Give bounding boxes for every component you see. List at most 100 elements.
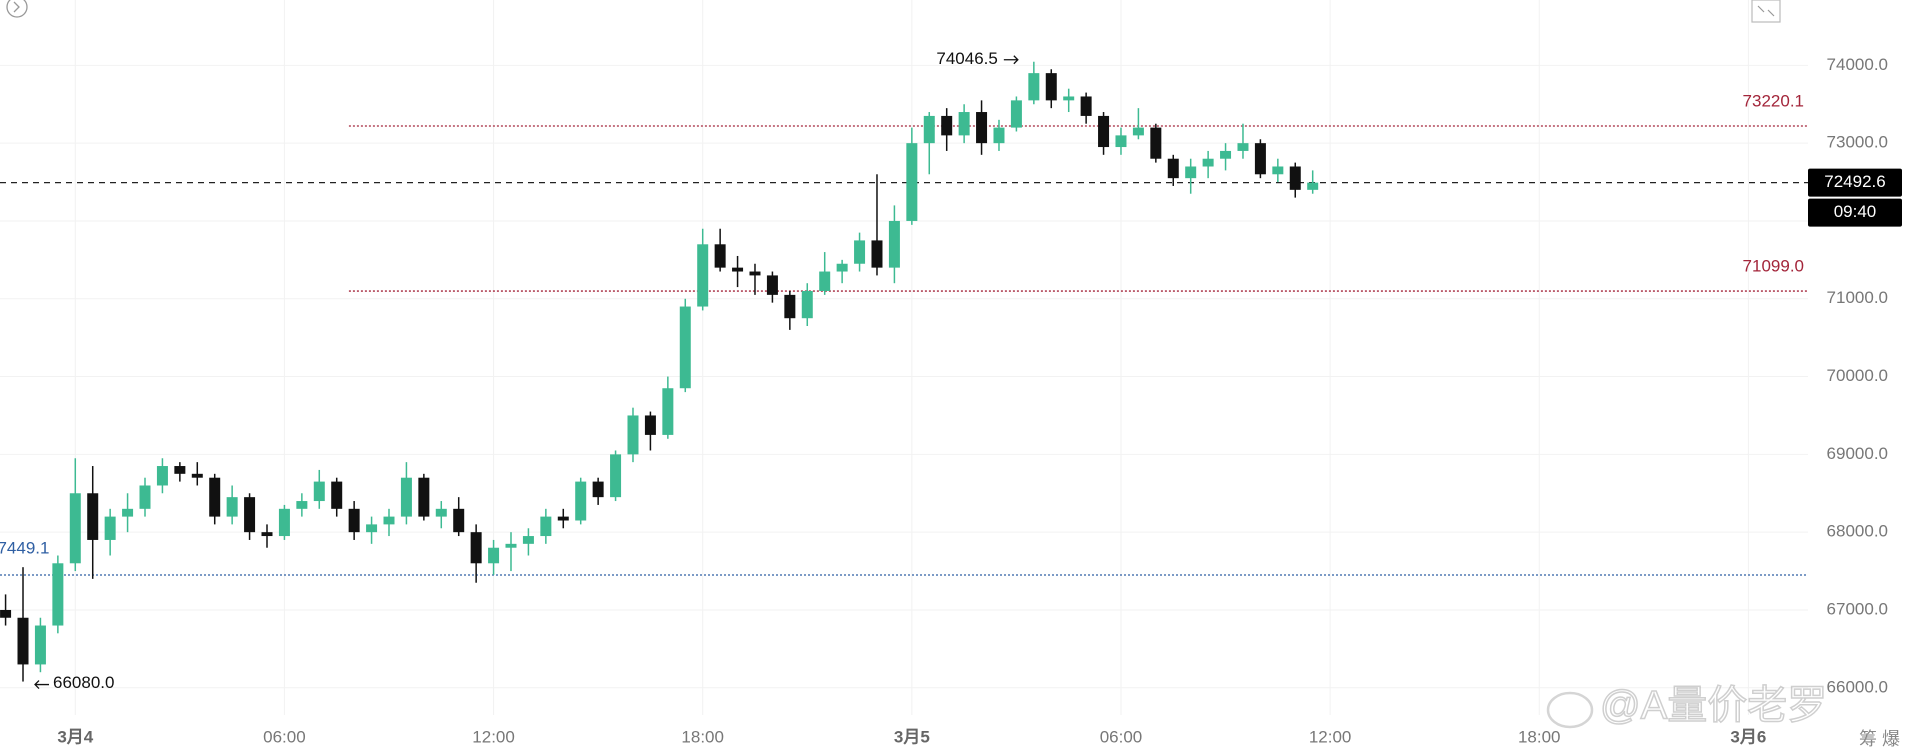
candle-body: [1045, 73, 1057, 101]
candle-body: [1167, 158, 1179, 179]
level-label: 67449.1: [0, 539, 49, 558]
annotation-arrow: [34, 680, 50, 690]
candle-body: [1272, 166, 1284, 175]
last-price-box: [1808, 168, 1902, 197]
candle-body: [1254, 143, 1266, 175]
candle-body: [1237, 143, 1249, 151]
y-tick-label: 70000.0: [1827, 366, 1888, 385]
fullscreen-icon[interactable]: [1751, 0, 1781, 23]
candle-body: [1115, 135, 1127, 148]
candle-body: [1150, 127, 1162, 159]
candle-body: [244, 497, 256, 533]
y-tick-label: 68000.0: [1827, 522, 1888, 541]
candle-body: [296, 501, 308, 509]
grid: [0, 0, 1808, 715]
candle-body: [52, 563, 64, 626]
candle-body: [505, 543, 517, 548]
candle-body: [1098, 115, 1110, 148]
x-tick-label: 18:00: [1518, 727, 1561, 746]
candle-body: [156, 466, 168, 486]
candle-body: [226, 497, 238, 517]
x-tick-label: 3月5: [894, 727, 930, 746]
candle-body: [1202, 158, 1214, 167]
candle-body: [627, 415, 639, 455]
x-tick-label: 12:00: [472, 727, 515, 746]
candle-body: [1010, 100, 1022, 128]
x-tick-label: 18:00: [681, 727, 724, 746]
candle-body: [540, 516, 552, 537]
candle-body: [313, 481, 325, 502]
candle-body: [697, 244, 709, 307]
candle-body: [958, 112, 970, 136]
candle-body: [1307, 182, 1319, 190]
annotation-label: 74046.5: [936, 49, 997, 68]
candle-body: [976, 112, 988, 144]
y-tick-label: 73000.0: [1827, 133, 1888, 152]
x-tick-label: 3月4: [57, 727, 93, 746]
icon-chevron: [13, 1, 20, 13]
candle-body: [400, 477, 412, 517]
candle-body: [993, 127, 1005, 144]
candle-body: [139, 485, 151, 509]
candle-body: [766, 275, 778, 295]
candle-body: [1063, 96, 1075, 101]
candle-body: [854, 240, 866, 264]
expand-icon[interactable]: [6, 0, 28, 18]
candle-body: [209, 477, 221, 517]
candle-body: [714, 244, 726, 268]
annotation-arrow: [1003, 55, 1019, 65]
candle-body: [732, 267, 744, 272]
countdown-box: [1808, 198, 1902, 227]
candle-body: [1132, 127, 1144, 136]
candle-body: [679, 306, 691, 389]
candle-body: [575, 481, 587, 521]
candle-body: [906, 143, 918, 221]
candle-body: [941, 115, 953, 136]
candle-body: [871, 240, 883, 268]
x-tick-label: 3月6: [1730, 727, 1766, 746]
x-tick-label: 12:00: [1309, 727, 1352, 746]
candle-body: [122, 508, 134, 517]
icon-lines: [1757, 5, 1775, 17]
y-tick-label: 74000.0: [1827, 55, 1888, 74]
candle-body: [1185, 166, 1197, 179]
candle-body: [784, 294, 796, 319]
icon-frame: [1751, 0, 1781, 23]
x-tick-label: 06:00: [263, 727, 306, 746]
candle-body: [0, 609, 12, 618]
y-tick-label: 66000.0: [1827, 677, 1888, 696]
candle-body: [348, 508, 360, 533]
candle-body: [174, 466, 186, 474]
candle-body: [819, 271, 831, 291]
candle-body: [331, 481, 343, 509]
candle-body: [1220, 150, 1232, 159]
candle-body: [435, 508, 447, 517]
candle-body: [488, 547, 500, 564]
candle-body: [801, 290, 813, 319]
candle-body: [662, 388, 674, 435]
candle-body: [418, 477, 430, 517]
watermark-logo: [1546, 691, 1594, 729]
level-label: 71099.0: [1743, 257, 1804, 276]
x-tick-label: 06:00: [1100, 727, 1143, 746]
candle-body: [557, 516, 569, 521]
candle-body: [644, 415, 656, 435]
candle-body: [366, 524, 378, 533]
watermark-text: @A量价老罗: [1600, 684, 1827, 728]
candle-body: [34, 625, 46, 665]
candle-body: [1289, 166, 1301, 190]
level-label: 73220.1: [1743, 92, 1804, 111]
last-price-label: 72492.6: [1824, 172, 1885, 191]
candle-body: [923, 115, 935, 144]
candles: [0, 61, 1319, 682]
candle-body: [592, 481, 604, 498]
candle-body: [69, 493, 81, 564]
candle-body: [87, 493, 99, 540]
candle-body: [470, 532, 482, 564]
candle-body: [261, 532, 273, 537]
annotation-label: 66080.0: [53, 673, 114, 692]
candle-body: [610, 454, 622, 498]
candle-body: [191, 473, 203, 478]
candle-body: [1028, 73, 1040, 101]
